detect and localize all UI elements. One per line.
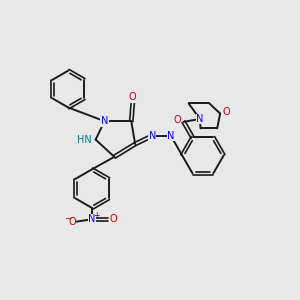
Text: O: O xyxy=(129,92,136,102)
Text: N: N xyxy=(196,114,204,124)
Text: HN: HN xyxy=(77,135,92,145)
Text: N: N xyxy=(149,131,156,141)
Text: +: + xyxy=(93,211,99,220)
Text: O: O xyxy=(223,107,230,117)
Text: O: O xyxy=(68,217,76,226)
Text: O: O xyxy=(110,214,118,224)
Text: N: N xyxy=(88,214,96,224)
Text: N: N xyxy=(101,116,108,126)
Text: O: O xyxy=(173,116,181,125)
Text: −: − xyxy=(64,213,71,222)
Text: HN: HN xyxy=(77,135,92,145)
Text: N: N xyxy=(167,131,175,141)
